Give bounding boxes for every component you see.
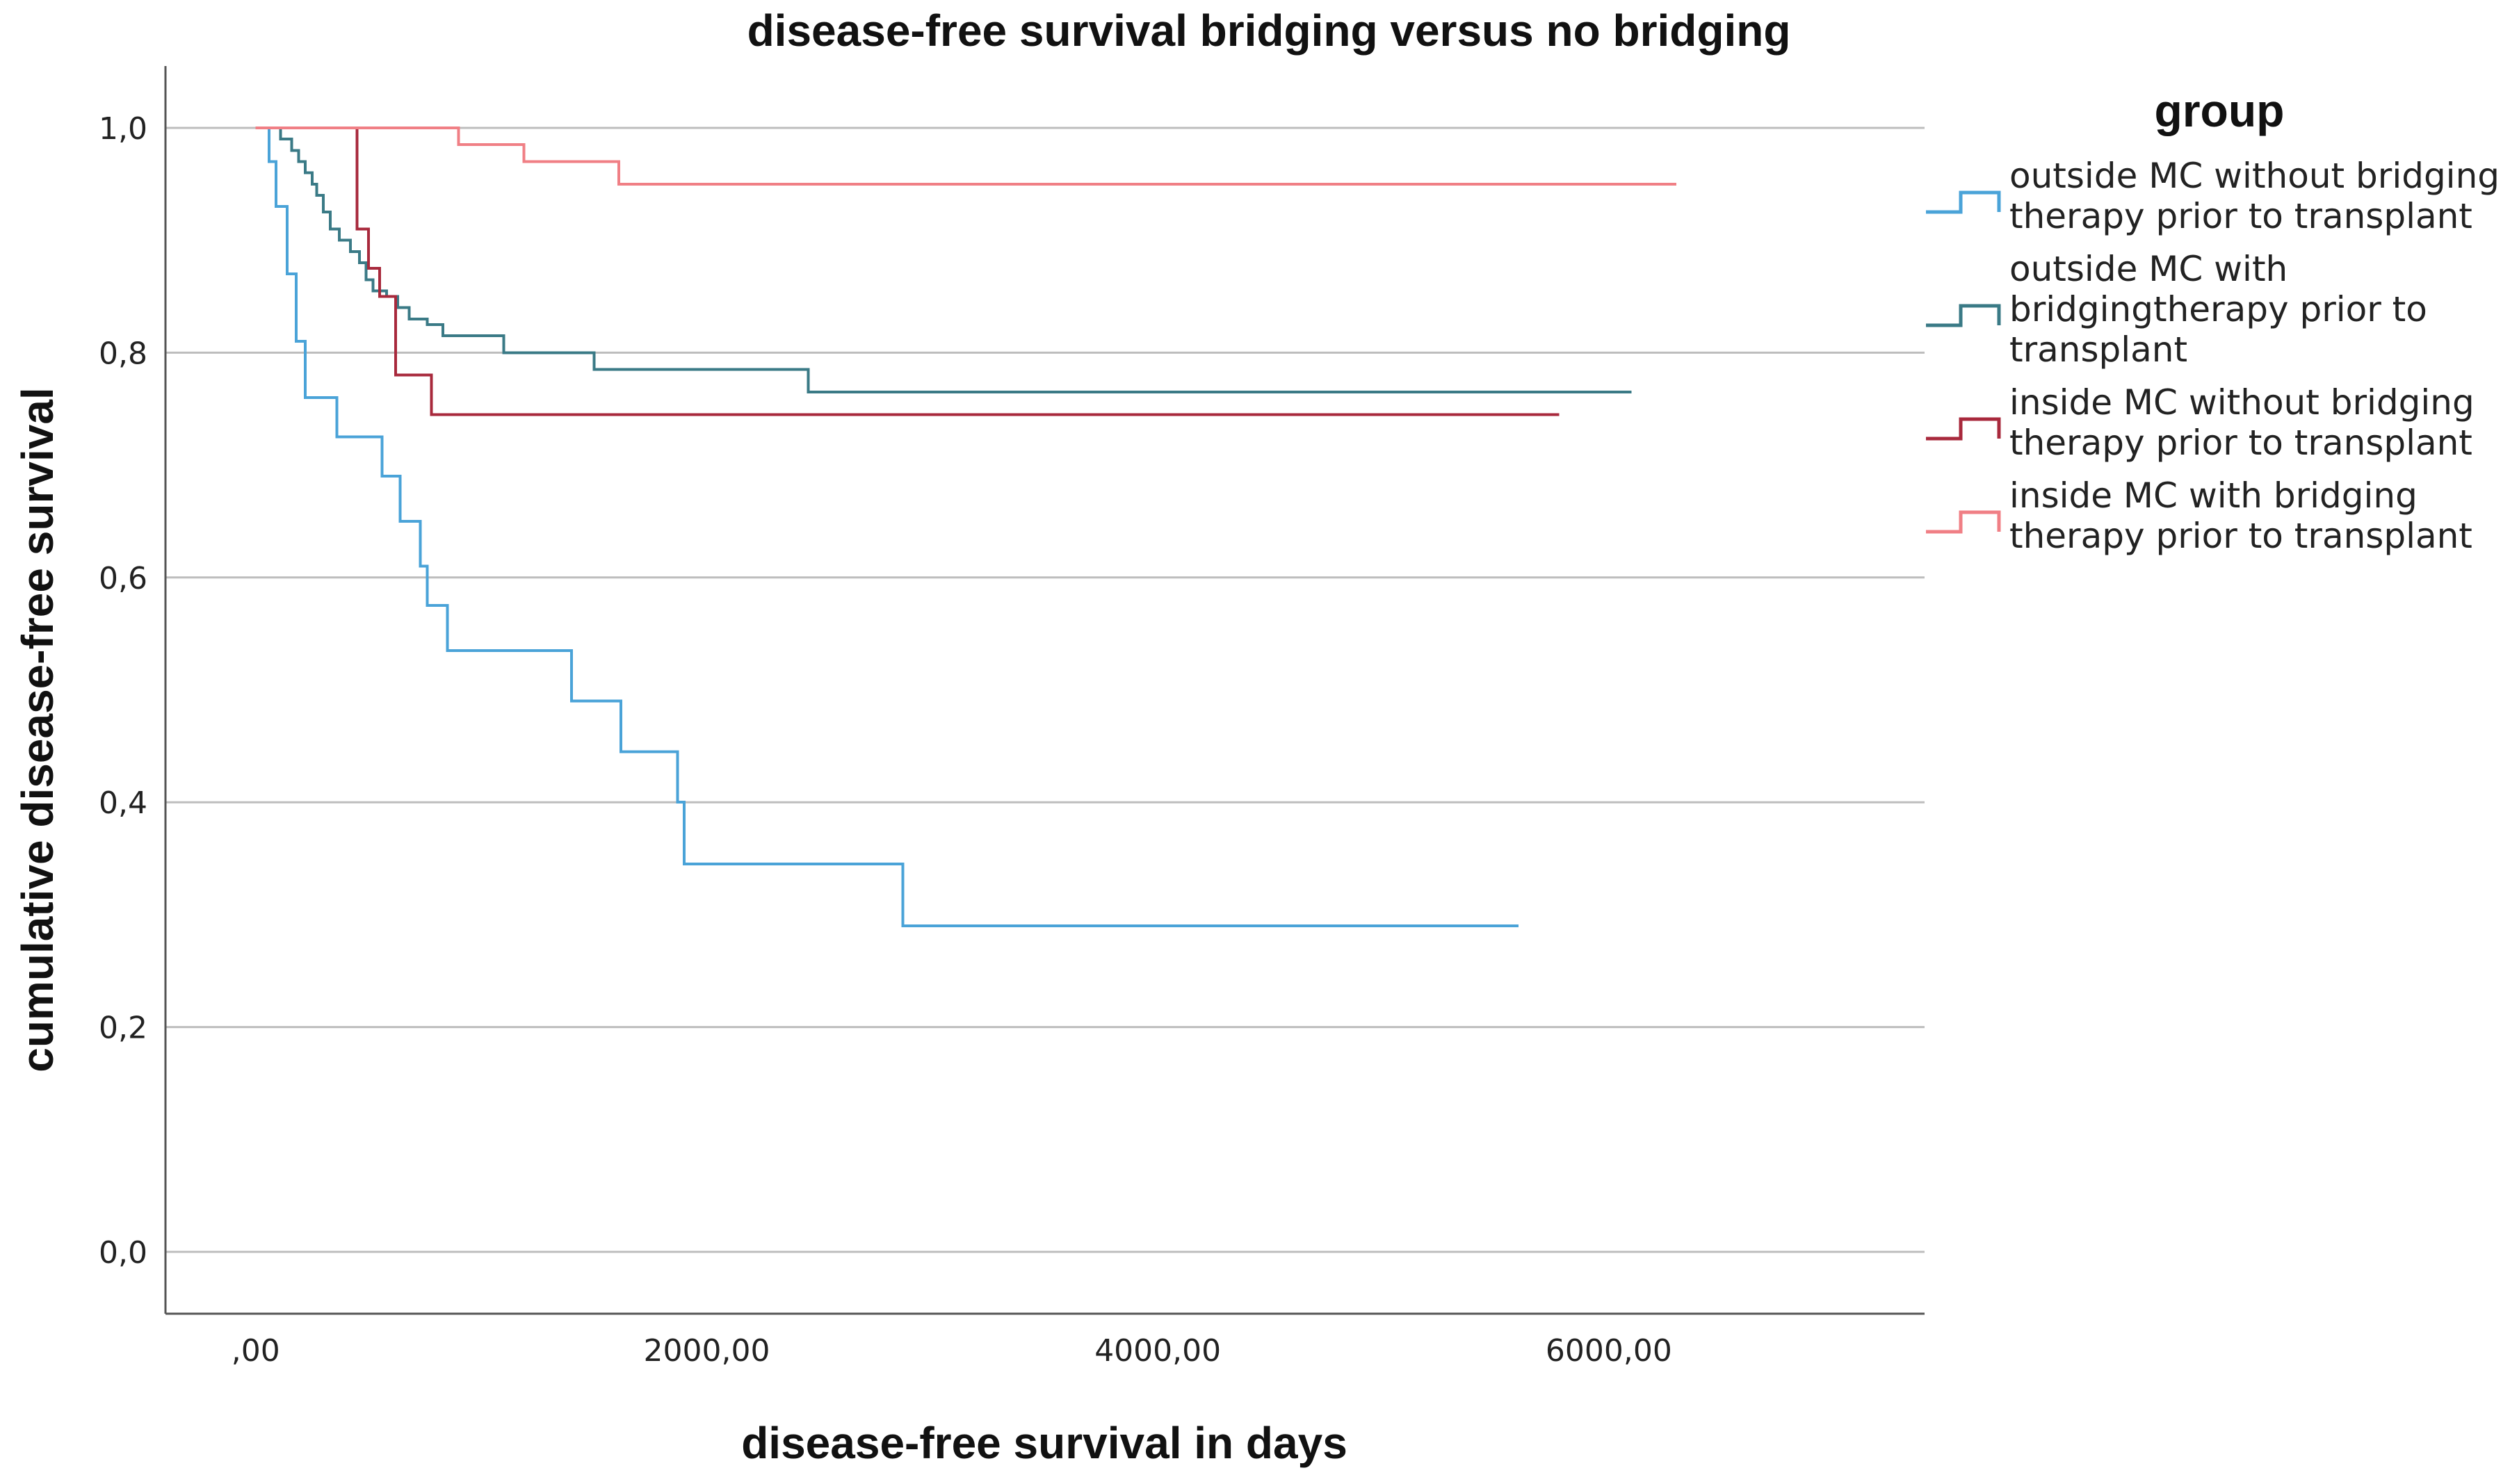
series-layer <box>255 126 1677 928</box>
tick-layer: 0,0 0,2 0,4 0,6 0,8 1,0 ,00 2000,00 4000,00 6000,… <box>99 111 1672 1369</box>
legend-label-line: transplant <box>2009 329 2187 370</box>
legend-items: outside MC without bridgingtherapy prior… <box>1926 156 2500 556</box>
grid-layer <box>165 127 1925 1253</box>
legend-swatch <box>1926 510 2001 534</box>
x-tick-label: 2000,00 <box>643 1333 770 1369</box>
y-tick-label: 0,8 <box>99 336 147 371</box>
legend-swatch <box>1926 190 2001 214</box>
legend-item: inside MC with bridgingtherapy prior to … <box>1926 475 2472 556</box>
legend: group outside MC without bridgingtherapy… <box>1926 85 2500 556</box>
legend-item: outside MC without bridgingtherapy prior… <box>1926 156 2500 236</box>
x-tick-label: ,00 <box>232 1333 280 1369</box>
survival-curve-1 <box>255 126 1519 928</box>
legend-label-line: therapy prior to transplant <box>2009 423 2472 463</box>
legend-label-line: inside MC without bridging <box>2009 382 2475 423</box>
y-tick-label: 0,0 <box>99 1235 147 1271</box>
y-tick-label: 1,0 <box>99 111 147 147</box>
chart-title: disease-free survival bridging versus no… <box>747 6 1791 56</box>
survival-curve-2 <box>255 126 1632 393</box>
axis-layer <box>164 66 1925 1315</box>
y-tick-label: 0,4 <box>99 785 147 821</box>
survival-curve-4 <box>255 126 1677 186</box>
legend-label-line: bridgingtherapy prior to <box>2009 289 2427 329</box>
legend-label-line: therapy prior to transplant <box>2009 516 2472 556</box>
x-tick-label: 6000,00 <box>1546 1333 1672 1369</box>
survival-curve-3 <box>255 126 1560 416</box>
y-tick-label: 0,2 <box>99 1011 147 1046</box>
legend-swatch <box>1926 304 2001 327</box>
y-axis-title: cumulative disease-free survival <box>13 387 63 1072</box>
legend-label-line: outside MC without bridging <box>2009 156 2500 196</box>
legend-title: group <box>2155 85 2285 136</box>
legend-item: inside MC without bridgingtherapy prior … <box>1926 382 2475 463</box>
x-tick-label: 4000,00 <box>1094 1333 1221 1369</box>
legend-swatch <box>1926 417 2001 441</box>
legend-label-line: outside MC with <box>2009 249 2288 289</box>
legend-label-line: inside MC with bridging <box>2009 475 2418 516</box>
legend-label-line: therapy prior to transplant <box>2009 196 2472 236</box>
y-tick-label: 0,6 <box>99 561 147 596</box>
x-axis-title: disease-free survival in days <box>741 1418 1347 1468</box>
